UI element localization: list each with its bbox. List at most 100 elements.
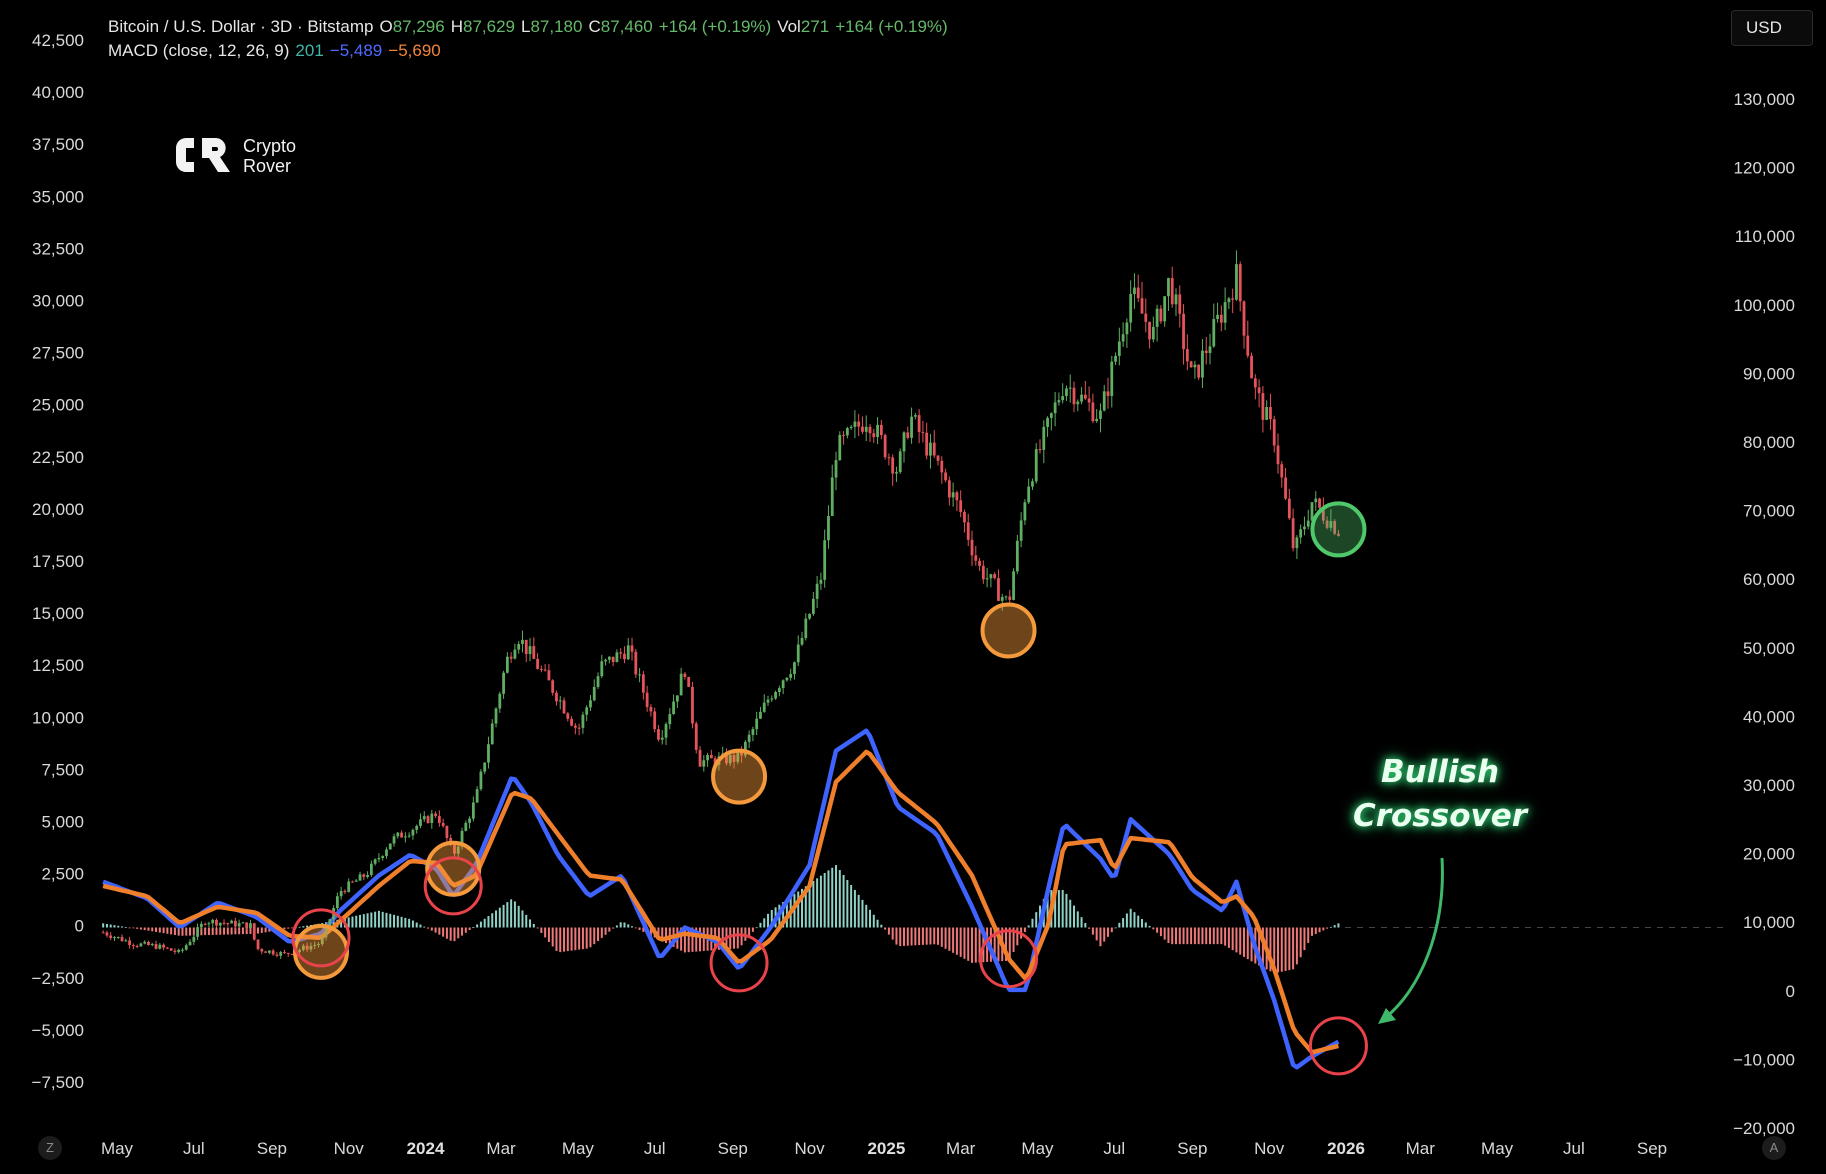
histogram-bar: [1326, 927, 1329, 929]
candle-body: [505, 656, 509, 673]
left-axis-tick: 37,500: [32, 135, 84, 154]
candle-body: [116, 936, 120, 938]
candle-body: [944, 472, 947, 481]
candle-body: [468, 818, 471, 823]
histogram-bar: [1141, 919, 1144, 928]
histogram-bar: [1178, 927, 1181, 945]
histogram-bar: [434, 927, 437, 933]
currency-button[interactable]: USD: [1731, 10, 1813, 46]
histogram-bar: [1091, 927, 1094, 935]
histogram-bar: [593, 927, 596, 945]
histogram-bar: [846, 879, 849, 928]
histogram-bar: [680, 927, 683, 951]
candle-body: [241, 922, 245, 924]
right-axis-tick: 90,000: [1743, 364, 1795, 383]
symbol-title[interactable]: Bitcoin / U.S. Dollar · 3D · Bitstamp: [108, 17, 374, 36]
candle-body: [959, 500, 963, 512]
histogram-bar: [899, 927, 902, 947]
zoom-reset-button[interactable]: Z: [38, 1136, 62, 1160]
histogram-bar: [298, 926, 301, 928]
candle-body: [222, 922, 226, 924]
candle-body: [1246, 335, 1250, 356]
histogram-bar: [952, 927, 955, 953]
candle-body: [1136, 287, 1140, 299]
candle-body: [1227, 298, 1231, 303]
macd-cross-circle: [979, 929, 1039, 989]
candle-body: [725, 753, 728, 764]
candle-body: [1046, 417, 1049, 427]
candle-body: [184, 945, 188, 950]
candle-body: [131, 945, 135, 947]
candle-body: [1061, 396, 1065, 401]
candle-body: [1321, 507, 1325, 521]
x-axis-tick: Mar: [946, 1139, 976, 1158]
candle-body: [872, 433, 876, 438]
candle-body: [392, 836, 396, 844]
candle-body: [743, 741, 747, 756]
histogram-bar: [1137, 915, 1140, 928]
left-axis-tick: 7,500: [41, 760, 84, 779]
candle-body: [354, 880, 358, 882]
x-axis-tick: May: [1481, 1139, 1514, 1158]
candle-body: [766, 699, 770, 703]
histogram-bar: [634, 927, 637, 929]
candle-body: [853, 421, 857, 427]
histogram-bar: [226, 927, 229, 935]
candle-body: [1072, 387, 1076, 405]
candle-body: [158, 944, 162, 949]
histogram-bar: [933, 927, 936, 945]
histogram-bar: [1046, 892, 1049, 928]
candle-body: [1269, 406, 1272, 420]
candle-body: [1337, 533, 1340, 536]
histogram-bar: [1322, 927, 1325, 931]
candle-body: [687, 676, 691, 687]
candle-body: [1280, 464, 1284, 478]
histogram-bar: [767, 913, 770, 928]
histogram-bar: [812, 880, 815, 928]
candle-body: [978, 560, 981, 566]
candle-body: [1250, 355, 1253, 379]
candle-body: [203, 923, 207, 925]
candle-body: [702, 760, 706, 767]
candle-body: [1303, 526, 1306, 530]
candle-body: [1121, 334, 1125, 342]
candle-body: [313, 944, 317, 946]
candle-body: [1329, 521, 1333, 528]
histogram-bar: [306, 925, 309, 928]
histogram-bar: [1182, 927, 1185, 945]
candle-body: [339, 891, 343, 897]
candle-body: [555, 692, 558, 702]
high-label: H: [450, 17, 463, 36]
histogram-bar: [1061, 890, 1064, 928]
candle-body: [1053, 402, 1057, 414]
x-axis-tick: Nov: [334, 1139, 365, 1158]
candle-body: [849, 426, 853, 429]
candle-body: [604, 659, 607, 662]
candle-body: [298, 949, 301, 952]
candle-body: [1034, 449, 1038, 482]
candle-body: [124, 940, 128, 942]
right-axis-tick: 0: [1786, 982, 1795, 1001]
candle-body: [509, 656, 513, 659]
candle-body: [128, 940, 131, 946]
candle-body: [196, 927, 199, 937]
candle-body: [993, 574, 997, 579]
histogram-bar: [585, 927, 588, 949]
histogram-bar: [555, 927, 558, 951]
high-value: 87,629: [462, 17, 515, 36]
histogram-bar: [506, 902, 509, 928]
candle-body: [366, 874, 369, 877]
histogram-bar: [967, 927, 970, 961]
macd-cross-circle: [709, 933, 769, 993]
candle-body: [135, 945, 139, 947]
candle-body: [1261, 393, 1265, 420]
histogram-bar: [351, 916, 354, 928]
histogram-bar: [132, 927, 135, 929]
auto-scale-button[interactable]: A: [1762, 1136, 1786, 1160]
candle-body: [751, 729, 755, 735]
histogram-bar: [1027, 925, 1030, 928]
x-axis-tick: Jul: [1563, 1139, 1585, 1158]
macd-indicator-label[interactable]: MACD (close, 12, 26, 9): [108, 41, 290, 60]
histogram-bar: [430, 927, 433, 931]
